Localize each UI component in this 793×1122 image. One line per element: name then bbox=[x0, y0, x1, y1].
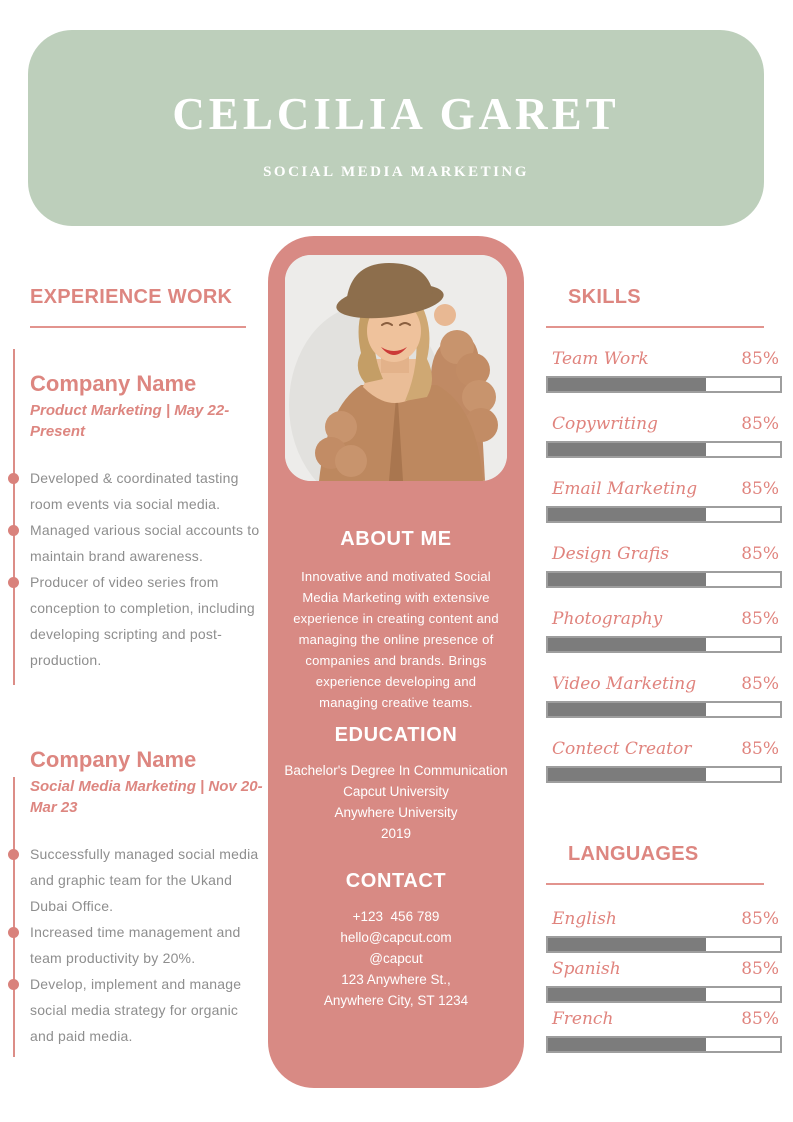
about-heading: ABOUT ME bbox=[340, 528, 452, 550]
skill-item: Design Grafis 85% bbox=[546, 544, 782, 588]
skill-label: Copywriting bbox=[552, 414, 658, 434]
job-bullet: Managed various social accounts to maint… bbox=[8, 517, 264, 569]
portrait-photo bbox=[285, 255, 507, 481]
person-name: CELCILIA GARET bbox=[172, 89, 620, 139]
languages-heading: LANGUAGES bbox=[568, 843, 699, 865]
language-bar-fill bbox=[548, 938, 706, 951]
skill-percent: 85% bbox=[741, 739, 779, 759]
header-banner: CELCILIA GARET SOCIAL MEDIA MARKETING bbox=[28, 30, 764, 226]
education-line: Anywhere University bbox=[334, 805, 458, 820]
skill-bar bbox=[546, 636, 782, 653]
education-details: Bachelor's Degree In Communication Capcu… bbox=[268, 760, 524, 844]
job-bullet: Producer of video series from conception… bbox=[8, 569, 264, 673]
skill-bar bbox=[546, 701, 782, 718]
language-bar bbox=[546, 986, 782, 1003]
language-item: English 85% bbox=[546, 909, 782, 953]
skill-label: Design Grafis bbox=[552, 544, 669, 564]
skill-percent: 85% bbox=[741, 609, 779, 629]
company-name: Company Name bbox=[30, 747, 197, 772]
skill-item: Contect Creator 85% bbox=[546, 739, 782, 783]
languages-list: English 85% Spanish 85% French 85% bbox=[546, 909, 782, 1053]
divider bbox=[546, 326, 764, 328]
skills-heading: SKILLS bbox=[568, 286, 641, 308]
job-bullets: Developed & coordinated tasting room eve… bbox=[8, 465, 264, 673]
skill-item: Team Work 85% bbox=[546, 349, 782, 393]
skill-bar bbox=[546, 376, 782, 393]
skill-bar-fill bbox=[548, 573, 706, 586]
divider bbox=[30, 326, 246, 328]
language-percent: 85% bbox=[741, 1009, 779, 1029]
portrait-photo-illustration bbox=[285, 255, 507, 481]
language-percent: 85% bbox=[741, 959, 779, 979]
skills-list: Team Work 85% Copywriting 85% Email Market… bbox=[546, 349, 782, 783]
education-line: 2019 bbox=[380, 826, 412, 841]
skill-item: Video Marketing 85% bbox=[546, 674, 782, 718]
skill-bar-fill bbox=[548, 703, 706, 716]
skill-item: Photography 85% bbox=[546, 609, 782, 653]
language-bar bbox=[546, 936, 782, 953]
language-label: Spanish bbox=[552, 959, 621, 979]
contact-address-line1: 123 Anywhere St., bbox=[341, 972, 451, 987]
contact-details: +123 456 789 hello@capcut.com @capcut 12… bbox=[268, 906, 524, 1011]
skill-label: Video Marketing bbox=[552, 674, 697, 694]
job-bullet: Developed & coordinated tasting room eve… bbox=[8, 465, 264, 517]
language-item: French 85% bbox=[546, 1009, 782, 1053]
contact-email: hello@capcut.com bbox=[340, 930, 452, 945]
skill-bar bbox=[546, 441, 782, 458]
about-text: Innovative and motivated Social Media Ma… bbox=[293, 569, 499, 710]
job-entry-2: Company Name Social Media Marketing | No… bbox=[8, 747, 264, 1057]
skill-label: Photography bbox=[552, 609, 663, 629]
language-bar-fill bbox=[548, 988, 706, 1001]
skill-bar bbox=[546, 506, 782, 523]
education-line: Capcut University bbox=[343, 784, 449, 799]
skill-percent: 85% bbox=[741, 479, 779, 499]
person-role: SOCIAL MEDIA MARKETING bbox=[263, 163, 529, 180]
experience-heading: EXPERIENCE WORK bbox=[30, 286, 233, 308]
job-bullet: Increased time management and team produ… bbox=[8, 919, 264, 971]
job-entry-1: Company Name Product Marketing | May 22-… bbox=[8, 349, 264, 685]
contact-handle: @capcut bbox=[369, 951, 423, 966]
skill-bar-fill bbox=[548, 443, 706, 456]
skill-bar bbox=[546, 766, 782, 783]
profile-panel: ABOUT ME Innovative and motivated Social… bbox=[268, 236, 524, 1088]
skill-item: Copywriting 85% bbox=[546, 414, 782, 458]
skill-bar bbox=[546, 571, 782, 588]
skill-bar-fill bbox=[548, 378, 706, 391]
experience-section: EXPERIENCE WORK Company Name Product Mar… bbox=[8, 286, 264, 1057]
skill-label: Team Work bbox=[552, 349, 649, 369]
job-meta: Product Marketing | May 22-Present bbox=[30, 402, 230, 440]
skill-bar-fill bbox=[548, 768, 706, 781]
company-name: Company Name bbox=[30, 371, 197, 396]
language-bar bbox=[546, 1036, 782, 1053]
job-bullet: Successfully managed social media and gr… bbox=[8, 841, 264, 919]
contact-address-line2: Anywhere City, ST 1234 bbox=[323, 993, 469, 1008]
skills-section: SKILLS Team Work 85% Copywriting 85% Email… bbox=[546, 286, 782, 1053]
language-label: English bbox=[552, 909, 617, 929]
job-meta: Social Media Marketing | Nov 20-Mar 23 bbox=[30, 778, 263, 816]
contact-heading: CONTACT bbox=[345, 870, 447, 892]
skill-percent: 85% bbox=[741, 544, 779, 564]
job-bullets: Successfully managed social media and gr… bbox=[8, 841, 264, 1049]
skill-percent: 85% bbox=[741, 349, 779, 369]
skill-bar-fill bbox=[548, 638, 706, 651]
education-heading: EDUCATION bbox=[334, 724, 458, 746]
language-label: French bbox=[552, 1009, 614, 1029]
education-line: Bachelor's Degree In Communication bbox=[284, 763, 508, 778]
contact-phone: +123 456 789 bbox=[352, 909, 440, 924]
language-item: Spanish 85% bbox=[546, 959, 782, 1003]
skill-bar-fill bbox=[548, 508, 706, 521]
divider bbox=[546, 883, 764, 885]
language-percent: 85% bbox=[741, 909, 779, 929]
job-bullet: Develop, implement and manage social med… bbox=[8, 971, 264, 1049]
skill-percent: 85% bbox=[741, 674, 779, 694]
language-bar-fill bbox=[548, 1038, 706, 1051]
skill-label: Email Marketing bbox=[552, 479, 698, 499]
skill-percent: 85% bbox=[741, 414, 779, 434]
skill-item: Email Marketing 85% bbox=[546, 479, 782, 523]
skill-label: Contect Creator bbox=[552, 739, 692, 759]
